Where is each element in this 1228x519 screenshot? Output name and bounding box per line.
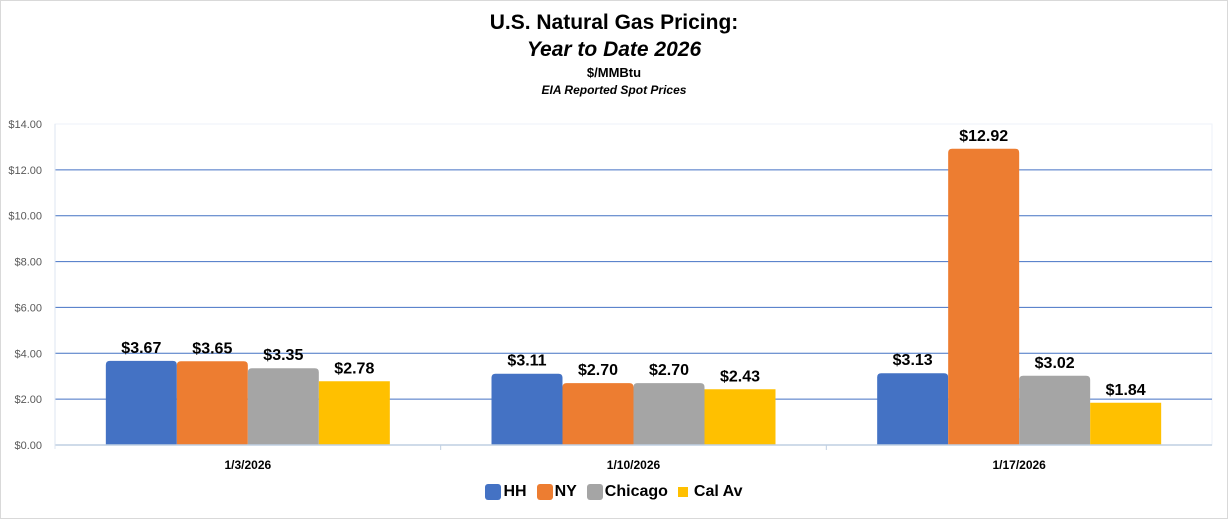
data-label: $3.13 [893,352,933,369]
x-tick-label: 1/10/2026 [607,458,661,472]
y-tick-label: $12.00 [8,165,42,177]
data-label: $3.02 [1035,355,1075,372]
chart-units: $/MMBtu [586,65,642,80]
bar-chicago [247,368,319,445]
bar-chicago [1019,375,1091,445]
bar-cal-av [704,389,776,445]
y-tick-label: $6.00 [14,302,42,314]
y-tick-label: $2.00 [14,394,42,406]
bars [105,148,1162,445]
legend-label: Cal Av [693,483,743,500]
legend-item-hh: HH [485,483,527,501]
y-axis-ticks: $0.00 $2.00 $4.00 $6.00 $8.00 $10.00 $12.00 $14… [8,119,42,452]
y-tick-label: $14.00 [8,119,42,131]
data-label: $12.92 [959,128,1008,145]
data-label: $3.35 [263,347,303,364]
y-tick-label: $0.00 [14,440,42,452]
bar-cal-av [318,381,390,445]
data-label: $3.65 [192,340,232,357]
legend-swatch [485,484,502,500]
legend-label: HH [503,483,527,500]
x-tick-label: 1/17/2026 [992,458,1046,472]
legend-swatch [586,484,603,500]
chart-subtitle: Year to Date 2026 [526,38,702,61]
legend-item-ny: NY [536,483,577,501]
bar-ny [176,361,248,445]
bar-ny [562,383,634,445]
bar-hh [491,373,563,445]
legend-label: Chicago [604,483,668,500]
data-label: $2.43 [720,368,760,385]
legend: HH NY Chicago Cal Av [0,483,1228,501]
bar-hh [877,373,949,445]
bar-ny [948,148,1020,445]
data-label: $2.70 [578,362,618,379]
legend-swatch [677,487,688,497]
data-label: $3.11 [507,353,546,370]
y-tick-label: $4.00 [14,348,42,360]
y-tick-label: $8.00 [14,257,42,269]
data-labels: $3.67 $3.65 $3.35 $2.78 $3.11 $2.70 $2.70 $2.43… [121,128,1145,399]
bar-hh [105,360,177,445]
chart-titles: U.S. Natural Gas Pricing: Year to Date 2… [0,10,1228,99]
data-label: $2.70 [649,362,689,379]
legend-swatch [536,484,553,500]
bar-cal-av [1090,402,1162,445]
data-label: $2.78 [334,360,374,377]
chart-title: U.S. Natural Gas Pricing: [489,11,739,34]
data-label: $1.84 [1106,382,1146,399]
y-tick-label: $10.00 [8,211,42,223]
legend-item-cal-av: Cal Av [677,483,743,501]
data-label: $3.67 [121,340,161,357]
legend-item-chicago: Chicago [586,483,668,501]
legend-label: NY [554,483,577,500]
bar-chicago [633,383,705,445]
x-tick-label: 1/3/2026 [224,458,271,472]
x-axis: 1/3/2026 1/10/2026 1/17/2026 [54,124,1212,472]
chart-source: EIA Reported Spot Prices [541,83,687,97]
